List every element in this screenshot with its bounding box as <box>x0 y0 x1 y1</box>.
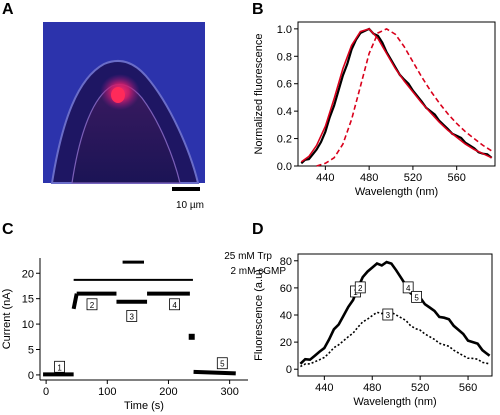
annotation-cgmp: 2 mM cGMP <box>230 266 286 277</box>
chart-c: 25 mM Trp 2 mM cGMP 0 100 200 30005101520Ti… <box>1 251 286 412</box>
current-data-point <box>188 333 195 340</box>
spectrum-marker-2-box <box>354 281 366 294</box>
chart-d: 440 480 520 560 0 20 40 60 80 Wavelength (nm) Fluo… <box>253 253 493 408</box>
x-tick-label: 100 <box>98 386 116 398</box>
spectrum-marker-3: 3 <box>386 311 391 320</box>
time-marker-4: 4 <box>172 301 177 310</box>
x-tick-label: 560 <box>459 382 477 394</box>
spectrum-marker-4: 4 <box>406 284 411 293</box>
chart-b: 440 480 520 560 0.0 0.2 0.4 0.6 0.8 1.0 Wavelength… <box>253 21 496 198</box>
spectrum-marker-5-box <box>411 290 422 303</box>
time-marker-1: 1 <box>57 363 62 372</box>
x-axis-title: Time (s) <box>124 400 164 412</box>
scale-bar-label: 10 µm <box>176 200 204 211</box>
spectrum-marker-2: 2 <box>358 284 363 293</box>
y-axis-title: Current (nA) <box>1 289 13 350</box>
y-tick-label: 60 <box>280 283 292 295</box>
spectrum-line-3 <box>316 27 493 167</box>
y-tick-label: 5 <box>28 345 34 357</box>
y-axis-title: Fluorescence (a.u) <box>253 269 265 361</box>
y-tick-label: 20 <box>22 268 34 280</box>
spectrum-marker-5: 5 <box>414 293 419 302</box>
x-tick-label: 440 <box>315 382 333 394</box>
y-tick-label: 0.8 <box>277 51 292 63</box>
y-axis-title: Normalized fluorescence <box>253 33 265 154</box>
fluorescence-core <box>111 87 125 103</box>
y-tick-label: 0.4 <box>277 106 292 118</box>
plot-frame <box>297 253 493 377</box>
time-marker-5: 5 <box>220 360 225 369</box>
spectrum-marker-4-box <box>402 281 414 294</box>
time-marker-5-box <box>216 357 228 370</box>
x-tick-label: 480 <box>360 172 378 184</box>
spectrum-line-1 <box>299 260 491 365</box>
y-tick-label: 40 <box>280 310 292 322</box>
y-tick-label: 10 <box>22 319 34 331</box>
x-tick-label: 200 <box>159 386 177 398</box>
y-tick-label: 15 <box>22 294 34 306</box>
spectrum-line-2 <box>300 311 490 368</box>
x-tick-label: 560 <box>448 172 466 184</box>
y-tick-label: 0 <box>286 364 292 376</box>
spectrum-line-2 <box>300 27 493 163</box>
panel-label-a: A <box>2 1 14 18</box>
spectrum-marker-3-box <box>382 308 394 321</box>
panel-label-c: C <box>2 221 14 238</box>
x-tick-label: 440 <box>316 172 334 184</box>
time-marker-2-box <box>86 298 98 311</box>
y-tick-label: 0.2 <box>277 134 292 146</box>
y-tick-label: 1.0 <box>277 24 292 36</box>
x-axis-title: Wavelength (nm) <box>353 396 436 408</box>
panel-label-d: D <box>252 221 264 238</box>
x-axis-title: Wavelength (nm) <box>355 186 438 198</box>
scale-bar <box>172 187 200 191</box>
panel-label-b: B <box>252 1 264 18</box>
time-marker-3: 3 <box>130 312 135 321</box>
plot-frame <box>297 21 496 167</box>
y-tick-label: 80 <box>280 256 292 268</box>
y-tick-label: 0.6 <box>277 79 292 91</box>
time-marker-4-box <box>169 298 180 311</box>
y-tick-label: 0.0 <box>277 161 292 173</box>
y-tick-label: 0 <box>28 370 34 382</box>
current-trace-segment <box>193 369 236 376</box>
x-tick-label: 520 <box>411 382 429 394</box>
time-marker-3-box <box>126 310 138 322</box>
x-tick-label: 480 <box>363 382 381 394</box>
micrograph-panel-a: 10 µm <box>43 22 205 211</box>
time-marker-2: 2 <box>90 301 95 310</box>
annotation-trp: 25 mM Trp <box>224 251 272 262</box>
x-tick-label: 520 <box>404 172 422 184</box>
x-tick-label: 0 <box>43 386 49 398</box>
time-marker-1-box <box>54 360 65 373</box>
y-tick-label: 20 <box>280 337 292 349</box>
x-tick-label: 300 <box>220 386 238 398</box>
current-trace-segment <box>71 293 79 310</box>
